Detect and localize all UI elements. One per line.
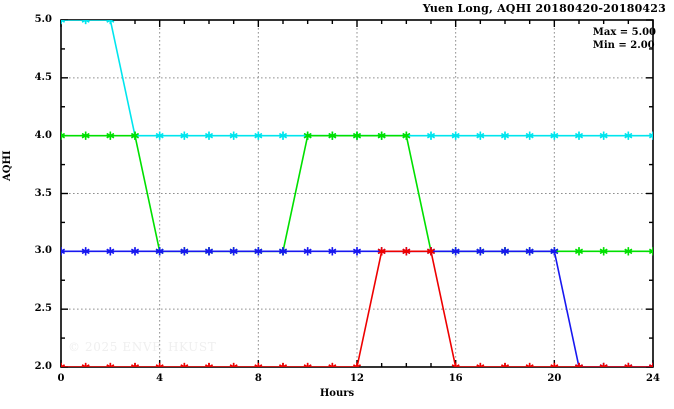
- series-cyan-marker: [81, 20, 90, 25]
- series-red-marker: [155, 362, 164, 367]
- series-blue-marker: [254, 247, 263, 256]
- series-red-marker: [525, 362, 534, 367]
- series-cyan-marker: [205, 131, 213, 140]
- series-cyan-marker: [106, 20, 115, 25]
- x-tick-label: 4: [156, 373, 164, 384]
- series-cyan-marker: [575, 131, 583, 140]
- x-tick-label: 20: [547, 373, 562, 384]
- series-red-marker: [377, 247, 386, 256]
- series-red-marker: [649, 362, 653, 367]
- series-blue-marker: [131, 247, 139, 256]
- x-tick-label: 24: [646, 373, 660, 384]
- series-red: [61, 247, 653, 367]
- series-green-marker: [328, 131, 337, 140]
- series-blue-marker: [353, 247, 361, 256]
- series-red-marker: [353, 362, 361, 367]
- chart-title: Yuen Long, AQHI 20180420-20180423: [422, 2, 666, 15]
- series-red-marker: [624, 362, 633, 367]
- series-cyan-marker: [525, 131, 534, 140]
- series-red-marker: [599, 362, 608, 367]
- series-blue-marker: [279, 247, 287, 256]
- y-tick-label: 2.0: [34, 361, 52, 372]
- series-blue-marker: [81, 247, 90, 256]
- series-green-marker: [61, 131, 65, 140]
- series-blue-marker: [525, 247, 534, 256]
- series-blue-marker: [550, 247, 559, 256]
- series-cyan-marker: [476, 131, 485, 140]
- x-tick-label: 12: [350, 373, 364, 384]
- series-green-marker: [377, 131, 386, 140]
- series-blue-marker: [180, 247, 189, 256]
- series-blue-marker: [451, 247, 460, 256]
- series-green-marker: [624, 247, 633, 256]
- series-cyan-marker: [155, 131, 164, 140]
- series-green-marker: [599, 247, 608, 256]
- series-red-marker: [402, 247, 411, 256]
- series-red-marker: [575, 362, 583, 367]
- series-blue-marker: [476, 247, 485, 256]
- series-cyan-marker: [624, 131, 633, 140]
- series-red-marker: [550, 362, 559, 367]
- series-blue-marker: [328, 247, 337, 256]
- series-cyan-marker: [180, 131, 189, 140]
- series-blue-marker: [106, 247, 115, 256]
- y-tick-label: 3.0: [34, 245, 52, 257]
- series-cyan-marker: [427, 131, 435, 140]
- series-cyan-marker: [599, 131, 608, 140]
- series-green-marker: [402, 131, 411, 140]
- series-blue-marker: [229, 247, 238, 256]
- y-tick-label: 3.5: [34, 187, 52, 199]
- series-cyan-marker: [649, 131, 653, 140]
- series-green-marker: [303, 131, 312, 140]
- series-red-marker: [205, 362, 213, 367]
- series-green-marker: [131, 131, 139, 140]
- series-cyan-marker: [61, 20, 65, 25]
- x-tick-label: 8: [254, 373, 262, 384]
- max-value-label: Max = 5.00: [592, 27, 656, 38]
- series-red-marker: [81, 362, 90, 367]
- minmax-annotation: Max = 5.00 Min = 2.00: [593, 26, 656, 52]
- series-green-marker: [575, 247, 583, 256]
- x-axis-label: Hours: [319, 388, 355, 399]
- series-cyan-marker: [451, 131, 460, 140]
- series-red-marker: [328, 362, 337, 367]
- series-green-marker: [649, 247, 653, 256]
- series-red-marker: [501, 362, 509, 367]
- series-green-marker: [353, 131, 361, 140]
- series-cyan-marker: [254, 131, 263, 140]
- series-cyan-marker: [279, 131, 287, 140]
- series-red-marker: [106, 362, 115, 367]
- series-red-marker: [180, 362, 189, 367]
- y-tick-label: 2.5: [34, 303, 52, 315]
- series-blue-marker: [303, 247, 312, 256]
- series-blue-marker: [155, 247, 164, 256]
- series-red-marker: [254, 362, 263, 367]
- series-cyan-marker: [229, 131, 238, 140]
- series-red-marker: [279, 362, 287, 367]
- series-blue-marker: [205, 247, 213, 256]
- series-green-marker: [81, 131, 90, 140]
- series-red-marker: [451, 362, 460, 367]
- y-tick-label: 5.0: [34, 14, 52, 25]
- y-tick-label: 4.0: [34, 129, 52, 141]
- min-value-label: Min = 2.00: [592, 40, 655, 51]
- series-red-marker: [303, 362, 312, 367]
- x-tick-label: 16: [448, 373, 463, 384]
- series-blue-marker: [61, 247, 65, 256]
- y-axis-label: AQHI: [2, 150, 13, 181]
- series-blue-marker: [501, 247, 509, 256]
- series-red-marker: [229, 362, 238, 367]
- series-red-marker: [427, 247, 435, 256]
- series-red-marker: [131, 362, 139, 367]
- series-red-marker: [476, 362, 485, 367]
- x-tick-label: 0: [57, 373, 65, 384]
- series-cyan-marker: [501, 131, 509, 140]
- y-tick-label: 4.5: [34, 71, 52, 83]
- series-red-marker: [61, 362, 65, 367]
- series-cyan-marker: [550, 131, 559, 140]
- series-green-marker: [106, 131, 115, 140]
